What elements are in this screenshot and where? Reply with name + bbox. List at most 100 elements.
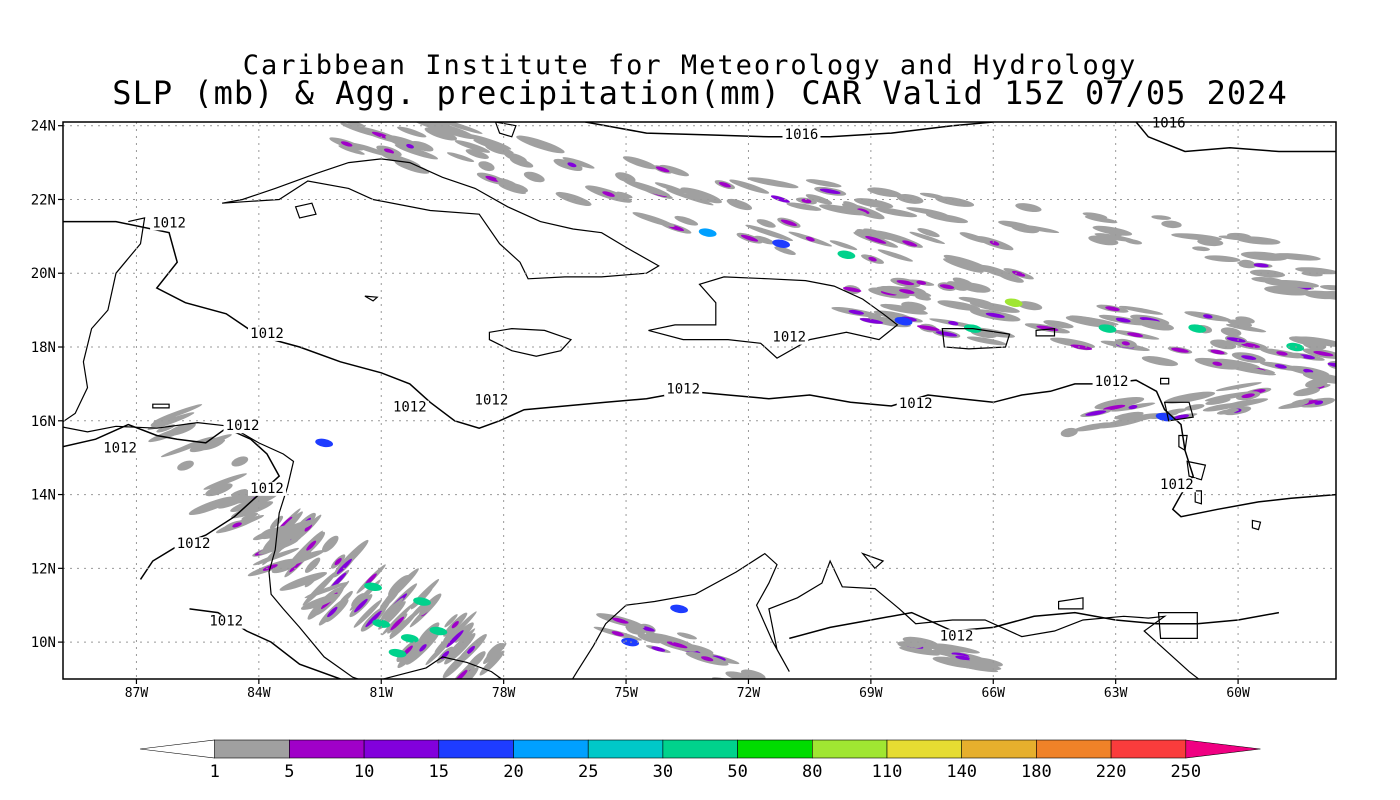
coastline-hispaniola <box>648 276 899 359</box>
precip-cell <box>701 656 714 662</box>
lat-label: 14N <box>31 488 56 504</box>
precip-cell <box>1241 393 1255 399</box>
precip-cell <box>434 122 483 134</box>
precip-cell <box>725 671 759 679</box>
precip-cell <box>338 145 365 155</box>
precip-cell <box>1210 339 1237 350</box>
isobar-label-background <box>664 382 703 397</box>
precip-cell <box>943 258 984 273</box>
precip-cell <box>1174 414 1190 420</box>
isobar-label: 1012 <box>393 400 427 416</box>
precip-cell <box>1293 387 1321 397</box>
precip-cell <box>1288 336 1325 347</box>
precip-cell <box>1070 344 1093 350</box>
precip-cell <box>1240 342 1261 348</box>
precip-cell <box>1215 382 1262 392</box>
precip-cell <box>837 250 856 260</box>
precip-cell <box>1043 320 1074 329</box>
precip-cell <box>780 219 797 227</box>
precip-cell <box>756 219 776 228</box>
precip-cell <box>1164 408 1187 415</box>
precipitation-field <box>147 106 1336 702</box>
precip-cell <box>334 557 342 566</box>
precip-cell <box>899 289 915 294</box>
precip-cell <box>1164 391 1216 404</box>
precip-cell <box>1155 412 1174 422</box>
precip-cell <box>205 483 233 497</box>
precip-cell <box>429 626 448 636</box>
precip-cell <box>875 207 918 218</box>
precip-cell <box>300 593 341 610</box>
precip-cell <box>1240 251 1288 261</box>
precip-cell <box>365 573 377 585</box>
precip-cell <box>1115 317 1131 323</box>
precip-cell <box>1192 246 1210 252</box>
isobar-label-background <box>207 614 246 629</box>
lon-label: 72W <box>737 686 761 701</box>
isobar-label: 1012 <box>226 418 260 434</box>
colorbar-swatch <box>289 739 365 759</box>
precip-cell <box>488 642 507 662</box>
colorbar: 1 5 10 15 20 25 30 50 80 110 140 180 220 250 <box>139 739 1261 782</box>
precip-cell <box>740 234 759 242</box>
precip-cell <box>1305 378 1329 389</box>
precip-cell <box>1216 408 1239 415</box>
map-axes: 24N 22N 20N 18N 16N 14N 12N 10N 87W 84W 81W 78W 75W 7… <box>31 119 1250 701</box>
precip-cell <box>1225 323 1267 333</box>
precip-cell <box>1088 235 1119 246</box>
precip-cell <box>426 122 476 140</box>
precip-cell <box>321 535 339 553</box>
precip-cell <box>466 651 486 671</box>
precip-cell <box>819 188 841 194</box>
precip-cell <box>446 152 475 162</box>
isobar-label-background <box>1149 116 1188 131</box>
isobar-label-background <box>174 537 213 552</box>
coastline-barbados <box>1251 519 1262 531</box>
colorbar-label: 110 <box>872 762 903 782</box>
precip-cell <box>454 140 491 153</box>
isobar-label: 1012 <box>475 392 509 408</box>
precip-cell <box>1036 325 1059 332</box>
precip-cell <box>378 597 404 623</box>
coastline-antigua <box>1160 377 1170 385</box>
lon-label: 75W <box>614 686 638 701</box>
precip-cell <box>364 582 382 592</box>
coastline-virgin-islands <box>1035 327 1056 337</box>
precip-cell <box>772 239 790 248</box>
precip-cell <box>252 547 300 566</box>
precip-cell <box>932 643 980 654</box>
precip-cell <box>1320 284 1336 291</box>
precip-cell <box>1141 356 1179 367</box>
precip-cell <box>444 677 469 702</box>
precip-cell <box>1264 285 1312 296</box>
precip-cell <box>1295 267 1336 275</box>
precip-cell <box>654 182 687 194</box>
precip-cell <box>867 316 911 328</box>
precip-cell <box>770 195 790 203</box>
precip-cell <box>1226 337 1246 343</box>
coastline-south-america <box>571 552 1200 679</box>
precip-cell <box>1114 411 1144 420</box>
lon-label: 81W <box>370 686 394 701</box>
precip-cell <box>353 599 382 628</box>
precip-cell <box>465 149 489 159</box>
precip-cell <box>147 412 195 430</box>
precip-cell <box>258 543 287 555</box>
coastline-layer <box>63 122 1262 679</box>
precip-cell <box>666 641 688 649</box>
precip-cell <box>867 187 902 198</box>
precip-cell <box>327 606 338 618</box>
precip-cell <box>1105 306 1120 312</box>
precip-cell <box>315 438 334 448</box>
isobar-label-background <box>937 629 976 644</box>
precip-cell <box>1184 404 1205 411</box>
precip-cell <box>848 309 864 315</box>
precip-cell <box>786 202 822 211</box>
isobar-label: 1012 <box>250 326 284 342</box>
isobar-line <box>63 220 1336 518</box>
precip-cell <box>486 643 503 660</box>
lon-label: 87W <box>125 686 149 701</box>
isobar-label: 1012 <box>152 215 186 231</box>
precip-cell <box>334 106 361 118</box>
precip-cell <box>1227 365 1277 376</box>
